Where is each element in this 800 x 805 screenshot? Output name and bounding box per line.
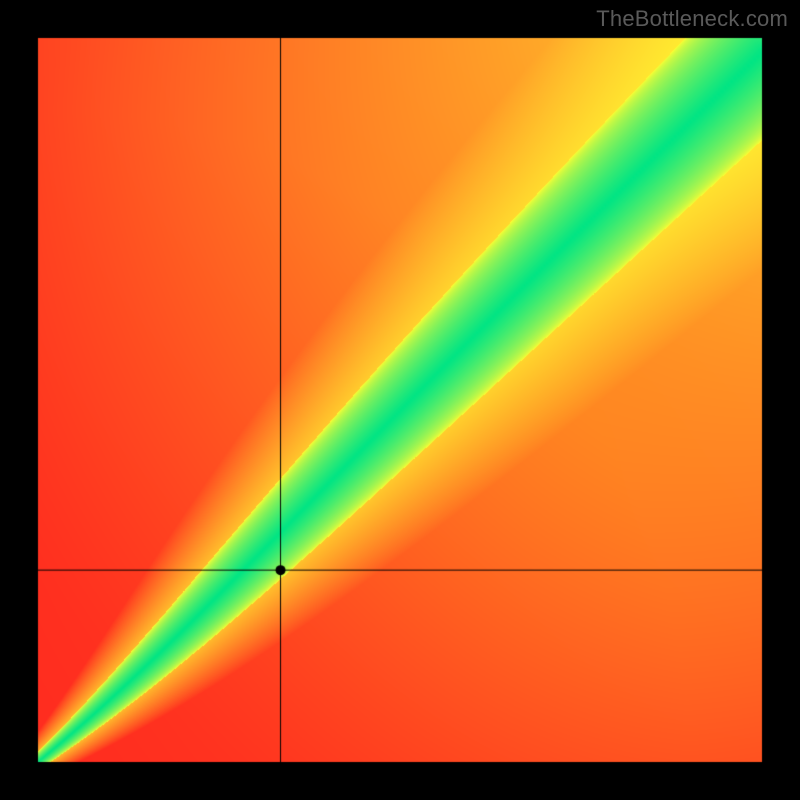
heatmap-canvas bbox=[0, 0, 800, 800]
watermark-text: TheBottleneck.com bbox=[596, 6, 788, 32]
heatmap-container bbox=[0, 0, 800, 805]
